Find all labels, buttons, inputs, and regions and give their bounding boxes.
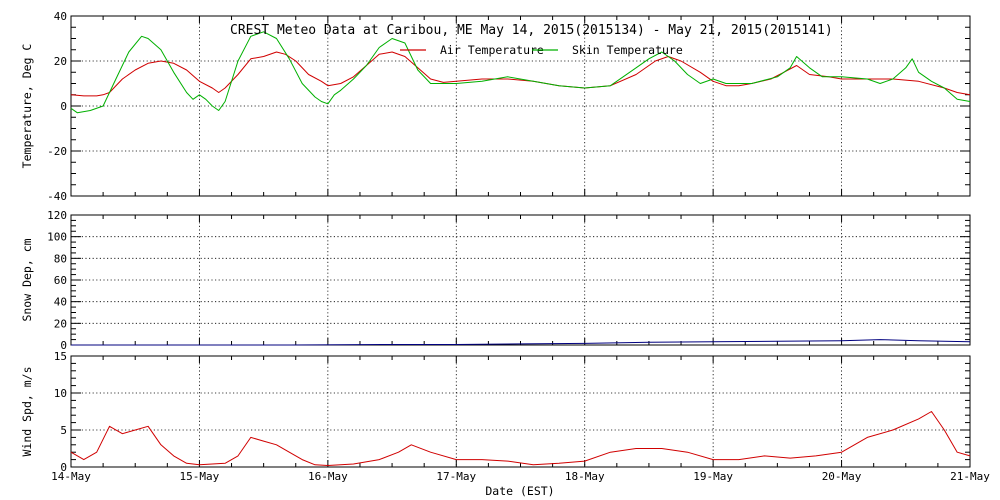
y-axis-title: Temperature, Deg C <box>20 44 34 169</box>
x-tick-label: 18-May <box>565 470 605 483</box>
x-tick-label: 14-May <box>51 470 91 483</box>
series-line <box>70 411 971 466</box>
y-tick-label: 0 <box>60 461 67 474</box>
y-tick-label: 60 <box>54 274 67 287</box>
x-tick-label: 16-May <box>308 470 348 483</box>
x-tick-label: 17-May <box>436 470 476 483</box>
panel-snow-depth: 0 20 40 60 80 100 120 Snow Dep, cm <box>20 209 971 352</box>
y-tick-label: 40 <box>54 296 67 309</box>
y-axis-title: Wind Spd, m/s <box>20 366 34 456</box>
x-tick-label: 15-May <box>180 470 220 483</box>
y-tick-label: 10 <box>54 387 67 400</box>
legend-label: Skin Temperature <box>572 43 683 57</box>
y-tick-label: -40 <box>47 190 67 203</box>
y-tick-label: 80 <box>54 252 67 265</box>
x-axis-title: Date (EST) <box>485 484 554 498</box>
y-tick-label: -20 <box>47 145 67 158</box>
plot-frame <box>70 214 971 346</box>
y-tick-label: 5 <box>60 424 67 437</box>
y-tick-label: 120 <box>47 209 67 222</box>
x-tick-label: 20-May <box>822 470 862 483</box>
y-tick-label: 0 <box>60 339 67 352</box>
series-line <box>70 51 971 97</box>
y-tick-label: 15 <box>54 350 67 363</box>
x-tick-label: 21-May <box>950 470 990 483</box>
y-tick-label: 0 <box>60 100 67 113</box>
y-tick-label: 20 <box>54 317 67 330</box>
plot-frame <box>70 355 971 468</box>
y-tick-label: 100 <box>47 231 67 244</box>
legend-label: Air Temperature <box>440 43 544 57</box>
x-tick-label: 19-May <box>693 470 733 483</box>
series-line <box>70 31 971 114</box>
chart-title: CREST Meteo Data at Caribou, ME May 14, … <box>230 23 833 38</box>
y-tick-label: 20 <box>54 55 67 68</box>
panel-temperature: -40 -20 0 20 40 Temperature, Deg C Air Tempera… <box>20 10 971 203</box>
series-line <box>71 339 971 346</box>
y-axis-title: Snow Dep, cm <box>20 238 34 321</box>
y-tick-label: 40 <box>54 10 67 23</box>
plot-frame <box>70 15 971 197</box>
panel-wind-speed: 0 5 10 15 Wind Spd, m/s <box>20 350 971 474</box>
